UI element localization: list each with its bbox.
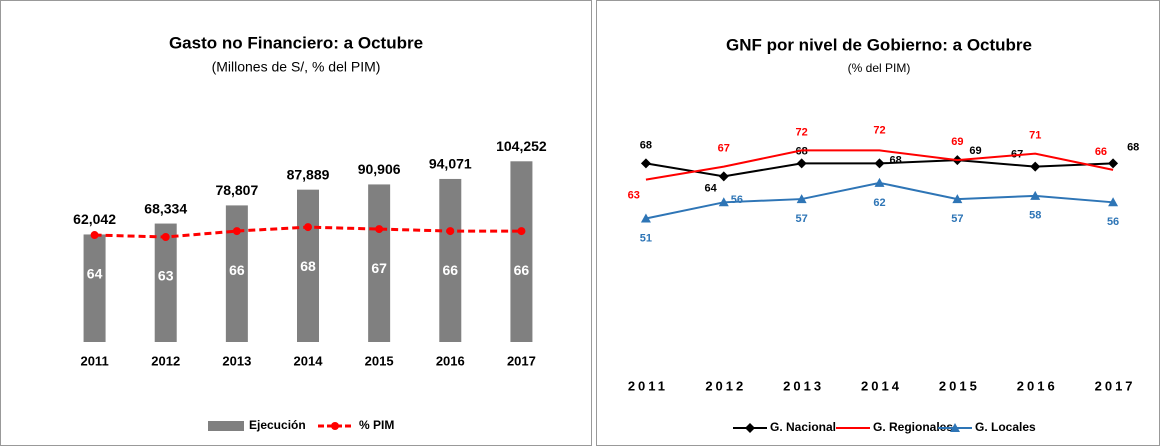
line-value-label: 68 [890,154,902,166]
line-value-label: 64 [705,182,718,194]
legend-label: G. Regionales [873,420,953,434]
legend-swatch [208,421,244,431]
line-value-label: 57 [796,213,808,225]
bar-value-label: 87,889 [287,166,330,182]
bar [83,234,106,342]
line-value-label: 68 [300,258,316,274]
bar-value-label: 68,334 [144,200,187,216]
chart-subtitle: (Millones de S/, % del PIM) [212,59,381,75]
bar-value-label: 94,071 [429,156,472,172]
x-tick-label: 2013 [222,353,251,368]
chart-title: Gasto no Financiero: a Octubre [169,33,423,52]
x-tick-label: 2013 [783,378,824,393]
line-series [645,149,1114,181]
line-marker [952,194,963,204]
line-value-label: 69 [969,145,981,157]
line-value-label: 69 [951,136,963,148]
line-marker [304,223,312,232]
line-value-label: 66 [514,262,530,278]
line-value-label: 68 [640,139,652,151]
line-marker [1108,158,1119,169]
chart-title: GNF por nivel de Gobierno: a Octubre [726,35,1032,54]
line-value-label: 68 [1127,141,1139,153]
x-tick-label: 2016 [1017,378,1058,393]
line-marker [375,225,384,234]
line-marker [874,177,885,187]
line-marker [232,227,241,236]
legend-marker [331,422,339,430]
line-value-label: 66 [442,262,458,278]
x-tick-label: 2011 [80,353,108,368]
x-tick-label: 2017 [1095,378,1136,393]
line-value-label: 56 [731,194,743,206]
line-marker [874,158,885,169]
bar-value-label: 90,906 [358,161,401,177]
x-tick-label: 2011 [628,378,668,393]
line-value-label: 66 [1095,146,1107,158]
chart-subtitle: (% del PIM) [848,61,911,75]
legend-label: G. Nacional [770,420,836,434]
line-value-label: 63 [628,190,640,202]
line-marker [718,197,729,207]
x-tick-label: 2015 [939,378,980,393]
bar [154,223,177,342]
bar [225,205,248,342]
line-value-label: 56 [1107,216,1119,228]
bar [439,178,462,342]
x-tick-label: 2017 [507,353,536,368]
line-marker [640,213,651,223]
line-marker [1030,190,1041,200]
line-marker [1030,161,1041,172]
line-value-label: 72 [873,124,885,136]
line-marker [796,158,807,169]
line-value-label: 62 [873,197,885,209]
line-marker [1108,197,1119,207]
line-marker [446,227,455,236]
bar-value-label: 78,807 [215,182,258,198]
line-marker [796,194,807,204]
x-tick-label: 2015 [365,353,394,368]
x-tick-label: 2016 [436,353,465,368]
legend-label: Ejecución [249,418,306,432]
line-marker [718,171,729,182]
line-value-label: 64 [87,266,103,282]
line-value-label: 71 [1029,130,1041,142]
line-marker [161,233,170,242]
line-value-label: 67 [718,143,730,155]
line-marker [517,227,526,236]
line-value-label: 66 [229,262,245,278]
line-value-label: 72 [796,126,808,138]
x-tick-label: 2014 [861,378,902,393]
bar-value-label: 62,042 [73,211,116,227]
x-tick-label: 2012 [705,378,746,393]
x-tick-label: 2012 [151,353,180,368]
line-value-label: 63 [158,268,174,284]
legend-label: % PIM [359,418,394,432]
line-value-label: 67 [371,260,387,276]
x-tick-label: 2014 [294,353,324,368]
bar [510,161,533,342]
line-marker [640,158,651,169]
legend-label: G. Locales [975,420,1036,434]
line-value-label: 58 [1029,210,1041,222]
legend-marker [745,423,755,433]
bar [297,189,319,342]
line-value-label: 51 [640,232,652,244]
bar [368,184,391,342]
legend-marker [950,423,960,432]
line-value-label: 57 [951,213,963,225]
line-marker [90,231,99,240]
bar-value-label: 104,252 [496,138,547,154]
